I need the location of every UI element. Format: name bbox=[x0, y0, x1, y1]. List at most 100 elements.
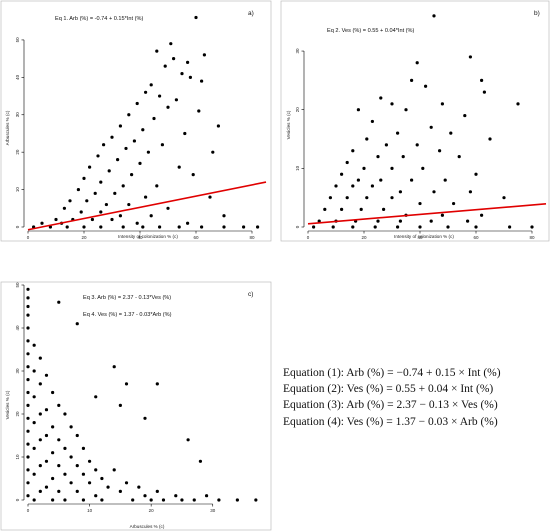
regression-line bbox=[307, 203, 547, 225]
data-point bbox=[482, 90, 486, 94]
data-point bbox=[146, 150, 150, 154]
data-point bbox=[149, 83, 153, 87]
data-point bbox=[155, 49, 159, 53]
y-tick-label: 10 bbox=[15, 454, 20, 460]
data-point bbox=[186, 221, 190, 225]
x-tick-label: 60 bbox=[473, 235, 479, 240]
data-point bbox=[376, 219, 380, 223]
data-point bbox=[317, 219, 321, 223]
data-point bbox=[26, 339, 30, 343]
data-point bbox=[96, 154, 100, 158]
data-point bbox=[143, 494, 147, 498]
data-point bbox=[242, 225, 246, 229]
y-tick-label: 20 bbox=[295, 107, 300, 113]
panel-c-ylabel: Vesicles % (c) bbox=[5, 390, 10, 419]
data-point bbox=[379, 96, 383, 100]
data-point bbox=[191, 173, 195, 177]
data-point bbox=[160, 143, 164, 147]
data-point bbox=[81, 498, 86, 502]
data-point bbox=[398, 219, 402, 223]
data-point bbox=[110, 217, 114, 222]
data-point bbox=[390, 102, 394, 106]
x-tick-label: 0 bbox=[27, 508, 30, 513]
regression-line bbox=[27, 181, 267, 231]
panel-c-frame bbox=[0, 281, 272, 531]
y-tick-label: 40 bbox=[15, 74, 20, 80]
data-point bbox=[26, 468, 30, 472]
data-point bbox=[440, 102, 444, 106]
data-point bbox=[100, 476, 104, 481]
data-point bbox=[530, 225, 534, 229]
data-point bbox=[26, 287, 30, 291]
data-point bbox=[188, 75, 192, 79]
data-point bbox=[44, 408, 49, 412]
data-point bbox=[390, 166, 394, 170]
panel-a-frame bbox=[0, 0, 272, 242]
panel-c-plot: 0 10 20 30 0 10 20 30 40 50 bbox=[15, 282, 258, 513]
data-point bbox=[100, 498, 104, 502]
data-point bbox=[480, 78, 484, 82]
data-point bbox=[137, 485, 141, 489]
data-point bbox=[222, 214, 226, 218]
data-point bbox=[85, 199, 89, 203]
data-point bbox=[51, 425, 55, 429]
y-tick-label: 20 bbox=[15, 149, 20, 155]
data-point bbox=[192, 498, 196, 502]
data-point bbox=[26, 403, 30, 407]
data-point bbox=[474, 225, 478, 229]
data-point bbox=[26, 494, 30, 498]
data-point bbox=[183, 131, 187, 136]
data-point bbox=[93, 191, 97, 195]
data-point bbox=[26, 481, 30, 485]
x-tick-label: 30 bbox=[210, 508, 216, 513]
data-point bbox=[44, 373, 49, 377]
panel-a-label: a) bbox=[248, 10, 254, 17]
data-point bbox=[94, 395, 98, 399]
data-point bbox=[155, 184, 159, 188]
data-point bbox=[26, 378, 30, 382]
data-point bbox=[131, 498, 135, 502]
equation-list: Equation (1): Arb (%) = −0.74 + 0.15 × I… bbox=[283, 365, 501, 430]
data-point bbox=[359, 207, 363, 212]
data-point bbox=[26, 296, 30, 300]
data-point bbox=[516, 102, 520, 106]
data-point bbox=[356, 178, 360, 182]
data-point bbox=[202, 53, 206, 57]
data-point bbox=[432, 190, 436, 194]
data-point bbox=[69, 455, 73, 459]
panel-b-xlabel: Intensity of colonization % (c) bbox=[394, 234, 454, 239]
data-point bbox=[443, 178, 447, 182]
data-point bbox=[113, 191, 117, 195]
data-point bbox=[76, 187, 80, 192]
data-point bbox=[104, 202, 108, 207]
data-point bbox=[69, 425, 73, 429]
data-point bbox=[235, 498, 239, 502]
data-point bbox=[340, 172, 344, 176]
data-point bbox=[90, 217, 94, 222]
data-point bbox=[382, 207, 386, 212]
data-point bbox=[351, 225, 355, 229]
data-point bbox=[112, 468, 116, 472]
data-point bbox=[440, 213, 444, 217]
data-point bbox=[81, 446, 86, 450]
data-point bbox=[365, 137, 369, 141]
data-point bbox=[468, 190, 472, 194]
data-point bbox=[32, 421, 36, 425]
data-point bbox=[99, 225, 103, 229]
data-point bbox=[421, 166, 425, 170]
data-point bbox=[112, 365, 116, 369]
data-point bbox=[415, 143, 419, 147]
data-point bbox=[365, 196, 369, 200]
panel-a-ylabel: Arbuscules % (c) bbox=[5, 110, 10, 145]
data-point bbox=[132, 139, 136, 143]
data-point bbox=[38, 438, 42, 442]
data-point bbox=[51, 498, 55, 502]
data-point bbox=[180, 498, 184, 502]
data-point bbox=[340, 207, 344, 212]
data-point bbox=[312, 225, 316, 229]
data-point bbox=[94, 494, 98, 498]
data-point bbox=[502, 196, 506, 200]
data-point bbox=[99, 210, 103, 214]
data-point bbox=[87, 481, 92, 485]
data-point bbox=[200, 225, 204, 229]
